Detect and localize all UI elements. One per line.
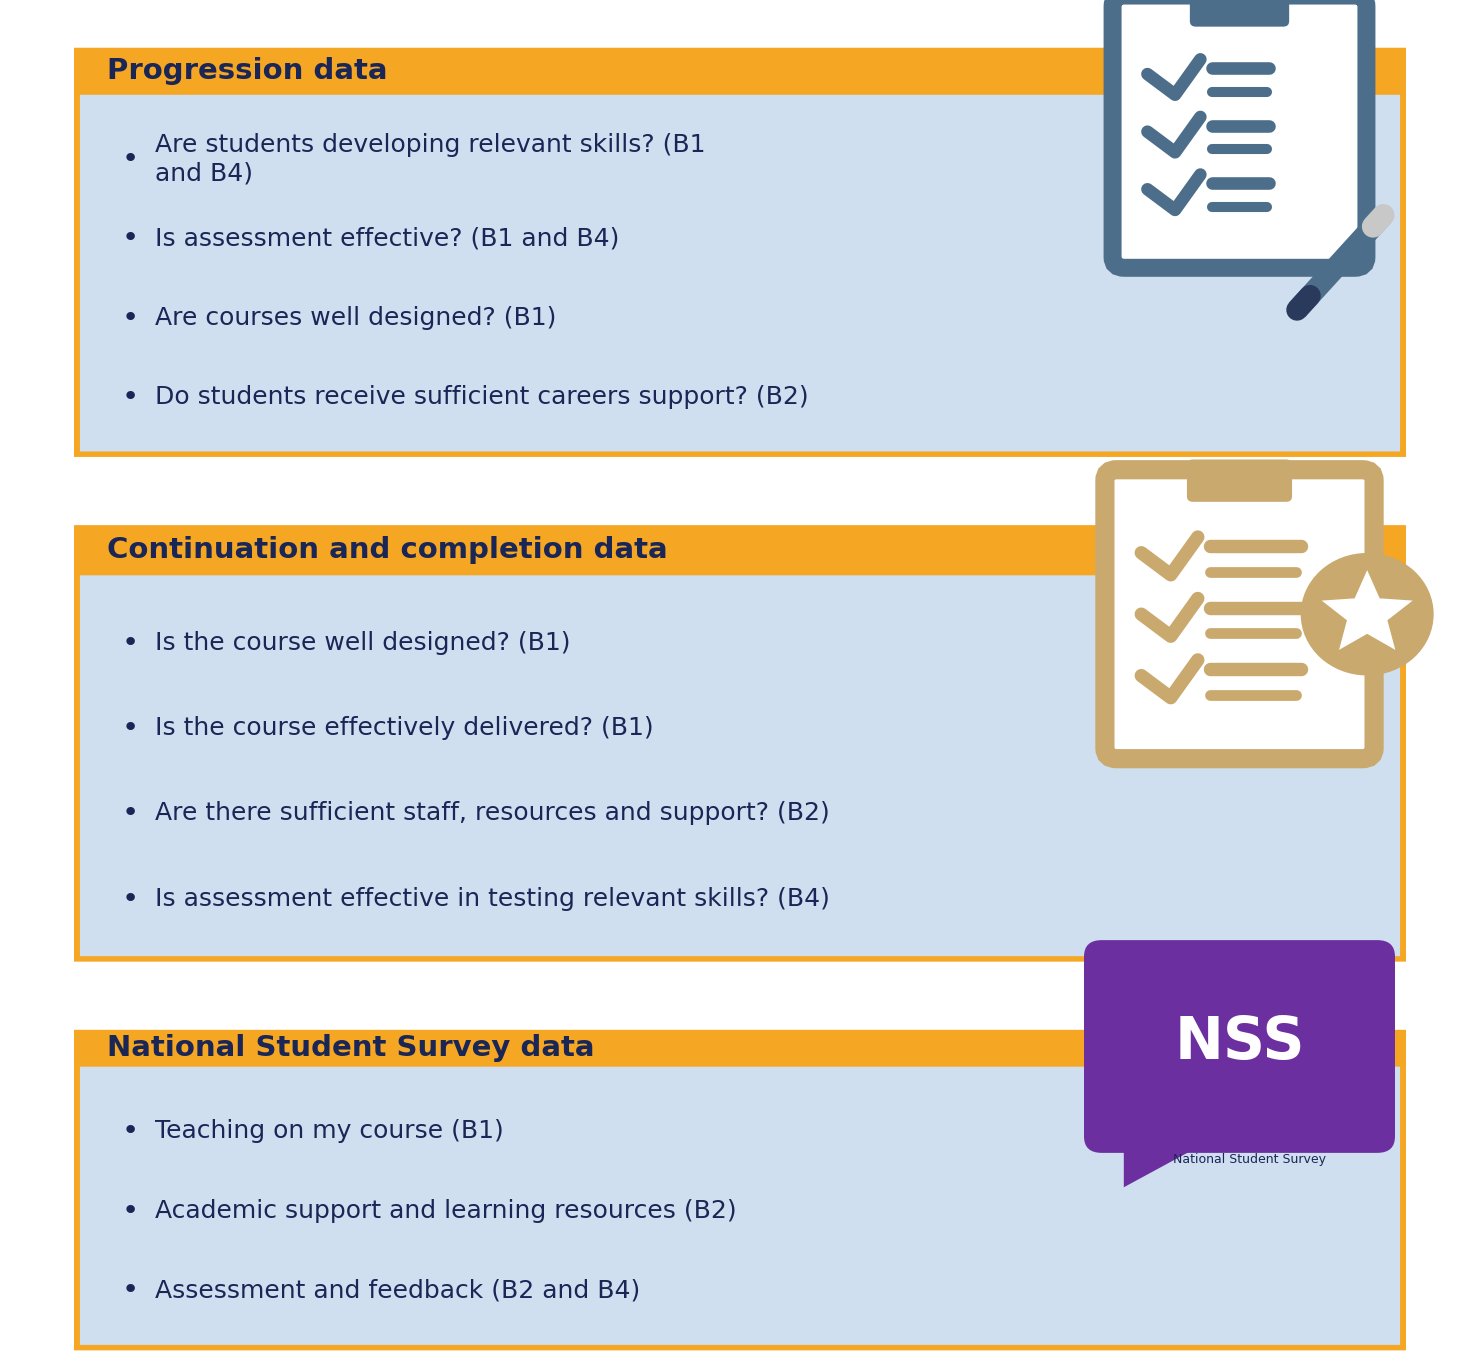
FancyBboxPatch shape: [1113, 0, 1366, 267]
Text: Are there sufficient staff, resources and support? (B2): Are there sufficient staff, resources an…: [155, 801, 830, 825]
FancyBboxPatch shape: [1187, 460, 1292, 502]
FancyBboxPatch shape: [1083, 940, 1396, 1153]
Text: Is the course effectively delivered? (B1): Is the course effectively delivered? (B1…: [155, 716, 654, 739]
Text: •: •: [121, 383, 139, 411]
Text: Teaching on my course (B1): Teaching on my course (B1): [155, 1118, 505, 1143]
Text: Are courses well designed? (B1): Are courses well designed? (B1): [155, 306, 556, 330]
Text: •: •: [121, 713, 139, 742]
Text: •: •: [121, 1117, 139, 1144]
FancyBboxPatch shape: [74, 1030, 1406, 1350]
FancyBboxPatch shape: [74, 525, 1406, 962]
Text: Are students developing relevant skills? (B1
and B4): Are students developing relevant skills?…: [155, 132, 706, 186]
Text: •: •: [121, 1196, 139, 1225]
Text: Academic support and learning resources (B2): Academic support and learning resources …: [155, 1199, 737, 1222]
Text: •: •: [121, 629, 139, 656]
FancyBboxPatch shape: [74, 48, 1406, 457]
FancyBboxPatch shape: [1190, 0, 1289, 27]
Text: •: •: [121, 145, 139, 173]
Polygon shape: [1322, 570, 1413, 649]
Text: Is assessment effective in testing relevant skills? (B4): Is assessment effective in testing relev…: [155, 887, 830, 911]
Text: Is assessment effective? (B1 and B4): Is assessment effective? (B1 and B4): [155, 226, 620, 250]
FancyBboxPatch shape: [80, 576, 1400, 956]
Text: Do students receive sufficient careers support? (B2): Do students receive sufficient careers s…: [155, 385, 810, 409]
FancyBboxPatch shape: [80, 1067, 1400, 1345]
Text: Assessment and feedback (B2 and B4): Assessment and feedback (B2 and B4): [155, 1278, 641, 1303]
Text: NSS: NSS: [1174, 1015, 1305, 1071]
Text: •: •: [121, 1277, 139, 1304]
FancyBboxPatch shape: [80, 95, 1400, 451]
Text: •: •: [121, 224, 139, 252]
Text: Is the course well designed? (B1): Is the course well designed? (B1): [155, 630, 571, 655]
Polygon shape: [1123, 1136, 1218, 1187]
Text: National Student Survey data: National Student Survey data: [107, 1034, 593, 1063]
Circle shape: [1301, 552, 1434, 675]
Text: Continuation and completion data: Continuation and completion data: [107, 536, 667, 565]
Text: •: •: [121, 884, 139, 913]
Text: •: •: [121, 799, 139, 827]
Text: Progression data: Progression data: [107, 57, 388, 86]
Text: •: •: [121, 304, 139, 331]
Text: National Student Survey: National Student Survey: [1174, 1153, 1326, 1166]
FancyBboxPatch shape: [1106, 469, 1373, 758]
